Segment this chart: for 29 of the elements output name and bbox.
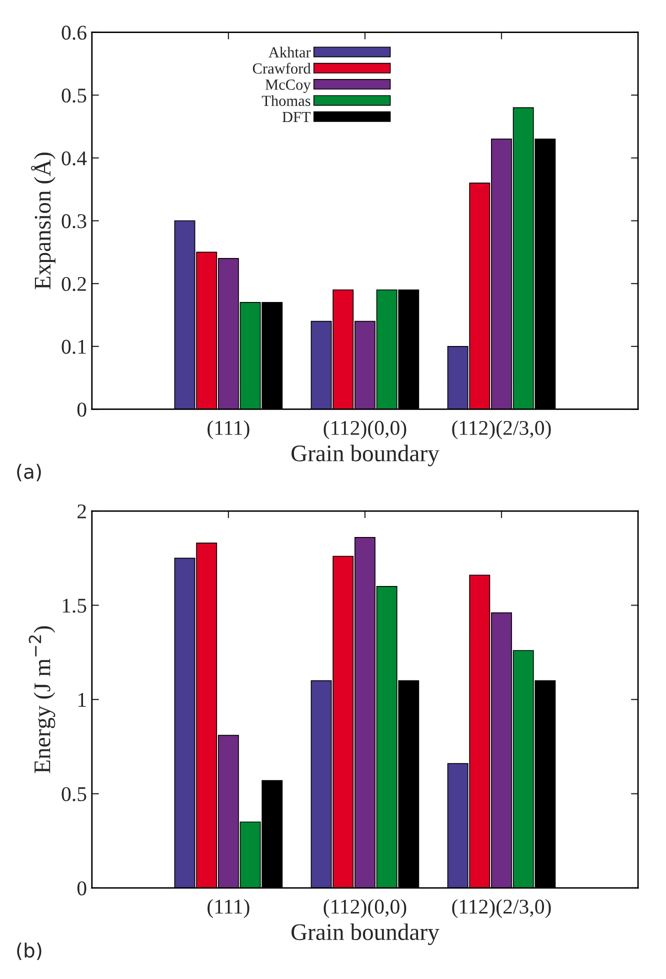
y-tick-label: 0.4 <box>62 151 87 166</box>
x-tick-label: (112)(2/3,0) <box>452 899 551 918</box>
y-tick-label: 0.6 <box>62 26 86 40</box>
x-tick-label: (112)(0,0) <box>324 899 406 918</box>
x-axis-title: Grain boundary <box>292 444 440 466</box>
legend-label: Thomas <box>262 95 310 106</box>
y-tick-label: 0.1 <box>62 340 86 354</box>
y-tick-label: 1.5 <box>62 598 86 613</box>
legend-label: McCoy <box>265 80 311 93</box>
legend-label: Crawford <box>252 62 311 74</box>
legend-label: Akhtar <box>268 46 311 58</box>
y-tick-label: 1 <box>78 692 86 707</box>
y-tick-label: 0.5 <box>62 88 86 103</box>
y-tick-label: 2 <box>78 504 86 518</box>
x-tick-label: (111) <box>208 899 250 918</box>
x-tick-label: (112)(2/3,0) <box>452 420 551 440</box>
x-axis-title: Grain boundary <box>292 924 440 945</box>
x-tick-label: (111) <box>208 420 250 440</box>
y-tick-label: 0.2 <box>62 276 86 292</box>
y-tick-label: 0 <box>77 402 86 417</box>
y-tick-label: 0.3 <box>62 214 86 228</box>
text: (b) <box>17 942 42 960</box>
y-tick-label: 0 <box>77 881 86 896</box>
x-tick-label: (112)(0,0) <box>324 420 406 440</box>
y-tick-label: 0.5 <box>62 787 86 802</box>
y-axis-title: Expansion (Å) <box>30 152 56 290</box>
text: (a) <box>17 464 41 482</box>
legend-label: DFT <box>282 112 311 122</box>
y-axis-title: Energy (J m$^{−2}$) <box>28 626 56 774</box>
